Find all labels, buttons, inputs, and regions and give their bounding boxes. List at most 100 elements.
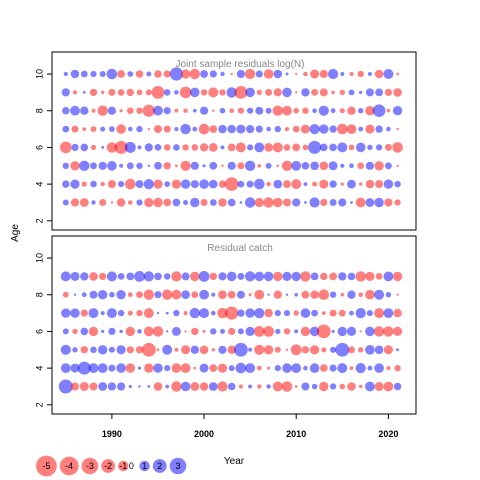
residual-bubble <box>209 179 218 189</box>
residual-bubble <box>229 108 234 113</box>
residual-bubble <box>218 180 227 188</box>
residual-bubble <box>134 271 145 282</box>
residual-bubble <box>62 199 69 206</box>
residual-bubble <box>266 126 271 132</box>
residual-bubble <box>337 363 348 374</box>
residual-bubble <box>60 271 71 282</box>
residual-bubble <box>283 328 291 335</box>
residual-bubble <box>144 363 154 373</box>
residual-bubble <box>355 308 366 319</box>
x-axis-label: Year <box>224 456 245 467</box>
residual-bubble <box>153 179 163 189</box>
residual-bubble <box>91 200 96 205</box>
residual-bubble <box>90 126 97 132</box>
residual-bubble <box>153 105 163 116</box>
residual-bubble <box>321 347 327 353</box>
residual-bubble <box>226 87 237 98</box>
panel-title-joint-sample: Joint sample residuals log(N) <box>176 59 305 70</box>
residual-bubble <box>302 144 309 151</box>
residual-bubble <box>227 382 236 391</box>
residual-bubble <box>355 363 366 374</box>
residual-bubble <box>164 365 171 372</box>
residual-bubble <box>338 309 346 317</box>
residual-bubble <box>276 164 280 168</box>
residual-bubble <box>80 106 89 115</box>
residual-bubble <box>80 272 89 281</box>
residual-bubble <box>264 308 273 318</box>
residual-bubble <box>349 163 354 169</box>
residual-bubble <box>237 272 245 280</box>
residual-bubble <box>375 88 383 97</box>
residual-bubble <box>90 70 97 78</box>
residual-bubble <box>147 164 150 167</box>
residual-bubble <box>301 346 310 354</box>
residual-bubble <box>265 107 272 114</box>
residual-bubble <box>107 106 116 115</box>
residual-bubble <box>365 326 375 337</box>
residual-bubble <box>107 382 116 391</box>
residual-bubble <box>91 108 96 113</box>
residual-bubble <box>73 293 77 296</box>
residual-bubble <box>116 290 126 300</box>
residual-bubble <box>106 308 117 319</box>
residual-bubble <box>154 161 162 170</box>
residual-bubble <box>272 105 283 116</box>
residual-bubble <box>245 308 255 318</box>
residual-bubble <box>106 68 118 80</box>
residual-bubble <box>365 161 374 170</box>
residual-bubble <box>224 177 239 191</box>
residual-bubble <box>138 385 141 388</box>
residual-bubble <box>273 88 282 97</box>
residual-bubble <box>245 363 256 374</box>
residual-bubble <box>227 143 236 152</box>
residual-bubble <box>202 164 206 168</box>
residual-bubble <box>374 69 384 79</box>
residual-bubble <box>383 381 394 392</box>
residual-bubble <box>163 125 171 133</box>
residual-bubble <box>253 326 265 337</box>
residual-bubble <box>199 308 210 319</box>
residual-bubble <box>125 326 135 337</box>
residual-bubble <box>211 310 216 316</box>
y-tick-label: 4 <box>34 366 44 371</box>
legend-label: -5 <box>42 461 50 471</box>
residual-bubble <box>311 383 318 390</box>
residual-bubble <box>119 163 124 168</box>
residual-bubble <box>358 108 364 114</box>
residual-bubble <box>254 271 265 282</box>
residual-bubble <box>227 345 236 354</box>
residual-bubble <box>394 180 401 188</box>
residual-bubble <box>127 310 133 316</box>
residual-bubble <box>248 293 252 297</box>
residual-bubble <box>175 164 178 168</box>
residual-bubble <box>117 309 125 317</box>
residual-bubble <box>227 161 236 170</box>
residual-bubble <box>244 160 256 171</box>
residual-bubble <box>293 310 299 316</box>
residual-bubble <box>245 68 256 80</box>
residual-bubble <box>394 199 401 206</box>
panel-frame <box>51 51 417 231</box>
residual-bubble <box>246 180 254 188</box>
residual-bubble <box>60 344 71 355</box>
residual-bubble <box>101 329 105 333</box>
residual-bubble <box>171 179 181 189</box>
residual-bubble <box>283 198 291 207</box>
residual-bubble <box>331 90 335 95</box>
residual-bubble <box>217 307 228 319</box>
residual-bubble <box>227 198 236 207</box>
residual-bubble <box>255 106 264 115</box>
residual-bubble <box>254 289 265 300</box>
residual-bubble <box>319 69 328 79</box>
residual-bubble <box>329 291 337 298</box>
residual-bubble <box>137 145 142 150</box>
residual-bubble <box>190 271 200 282</box>
residual-bubble <box>225 306 239 320</box>
residual-bubble <box>355 142 366 153</box>
residual-bubble <box>109 291 115 298</box>
residual-bubble <box>154 291 162 299</box>
residual-bubble <box>375 273 383 280</box>
residual-bubble <box>221 164 224 167</box>
residual-bubble <box>393 326 403 336</box>
residual-bubble <box>384 88 392 96</box>
